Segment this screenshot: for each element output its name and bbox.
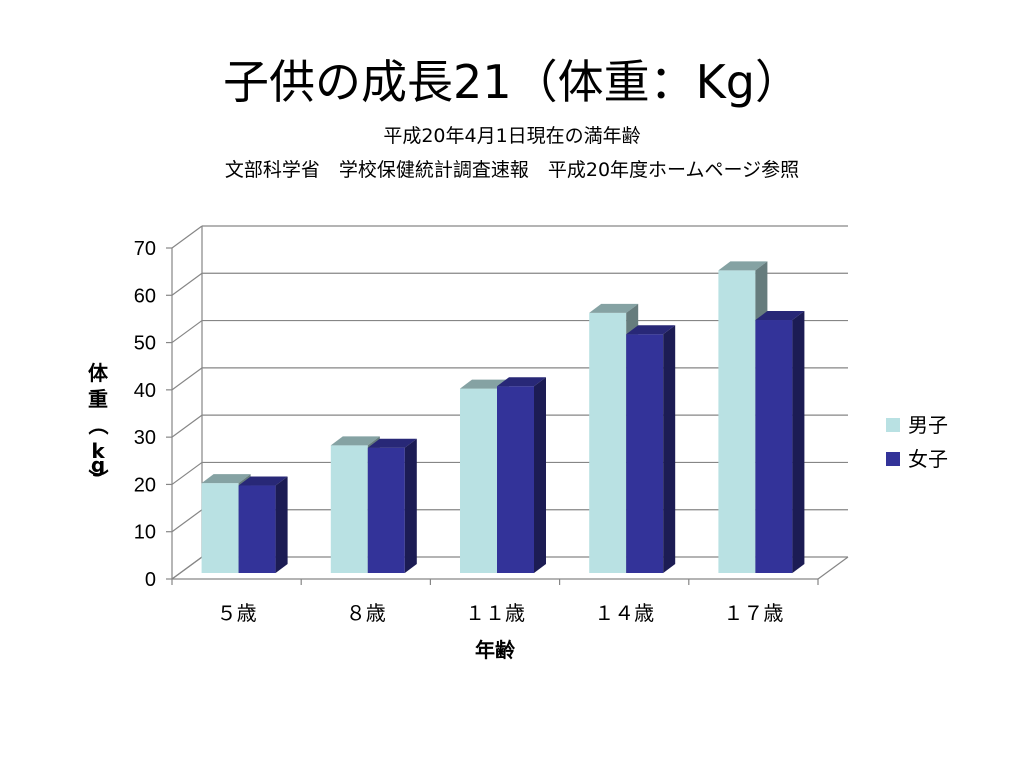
- y-axis-label-char: 体: [88, 361, 109, 385]
- gridline-side: [171, 556, 203, 580]
- x-tick-label: １７歳: [723, 601, 783, 625]
- gridline-side: [171, 272, 203, 296]
- y-tick-label: 10: [134, 522, 156, 544]
- legend-swatch: [886, 418, 900, 432]
- subtitle-source: 文部科学省 学校保健統計調査速報 平成20年度ホームページ参照: [224, 159, 800, 181]
- subtitle-date: 平成20年4月1日現在の満年齢: [383, 125, 641, 147]
- page-title: 子供の成長21（体重：Kg）: [223, 55, 801, 109]
- y-tick-label: 0: [145, 569, 156, 591]
- gridline-side: [171, 367, 203, 391]
- gridline-side: [171, 461, 203, 485]
- y-axis-label: 体重 （ kg）: [86, 361, 110, 489]
- bar-front: [330, 445, 368, 573]
- bar-top: [201, 474, 251, 484]
- bar-girls: [367, 438, 417, 573]
- y-axis-label-char: ）: [86, 469, 110, 489]
- bar-top: [460, 379, 509, 389]
- y-tick-label: 70: [134, 238, 156, 260]
- bar-top: [330, 436, 380, 446]
- y-axis-label-char: g: [91, 453, 105, 477]
- y-tick-label: 30: [134, 427, 156, 449]
- bar-top: [238, 476, 288, 486]
- bar-front: [460, 388, 497, 573]
- tick-layer: 0 10 20 30 40 50 60 70 ５歳 ８歳 １１歳 １４歳 １７歳: [134, 238, 784, 625]
- bar-front: [238, 485, 276, 573]
- legend-label: 女子: [908, 447, 948, 471]
- bar-side: [404, 438, 417, 573]
- bar-top: [626, 325, 676, 335]
- bar-girls: [497, 377, 546, 573]
- x-tick-label: １１歳: [465, 601, 525, 625]
- bar-girls: [238, 476, 288, 573]
- bar-layer: [201, 261, 805, 573]
- y-axis-label-char: （: [86, 415, 110, 435]
- bar-girls: [626, 325, 676, 573]
- bar-girls: [755, 311, 805, 573]
- y-tick-label: 50: [134, 333, 156, 355]
- y-axis-label-char: k: [91, 439, 105, 463]
- gridline-side: [171, 320, 203, 344]
- legend-swatch: [886, 452, 900, 466]
- x-tick-label: ５歳: [217, 601, 257, 625]
- bar-top: [755, 311, 805, 321]
- bar-front: [201, 483, 239, 573]
- gridline-side: [171, 509, 203, 533]
- bar-top: [367, 438, 417, 448]
- bar-front: [589, 312, 627, 573]
- bar-front: [367, 447, 405, 573]
- legend-label: 男子: [908, 413, 948, 437]
- x-tick-label: １４歳: [594, 601, 654, 625]
- bar-side: [534, 377, 546, 573]
- bar-top: [589, 303, 639, 313]
- bar-side: [663, 325, 676, 573]
- y-tick-label: 60: [134, 285, 156, 307]
- bar-front: [497, 386, 534, 573]
- bar-front: [626, 334, 664, 573]
- bar-side: [275, 476, 288, 573]
- y-tick-label: 20: [134, 474, 156, 496]
- bar-top: [718, 261, 768, 271]
- x-axis-label: 年齢: [475, 638, 516, 662]
- bar-front: [718, 270, 756, 573]
- x-tick-label: ８歳: [346, 601, 386, 625]
- floor-right-edge: [817, 556, 849, 580]
- y-axis-label-char: 重: [88, 387, 108, 411]
- gridline-side: [171, 414, 203, 438]
- bar-front: [755, 320, 793, 573]
- y-tick-label: 40: [134, 380, 156, 402]
- bar-top: [497, 377, 546, 387]
- bar-side: [792, 311, 805, 573]
- gridline-side: [171, 225, 203, 249]
